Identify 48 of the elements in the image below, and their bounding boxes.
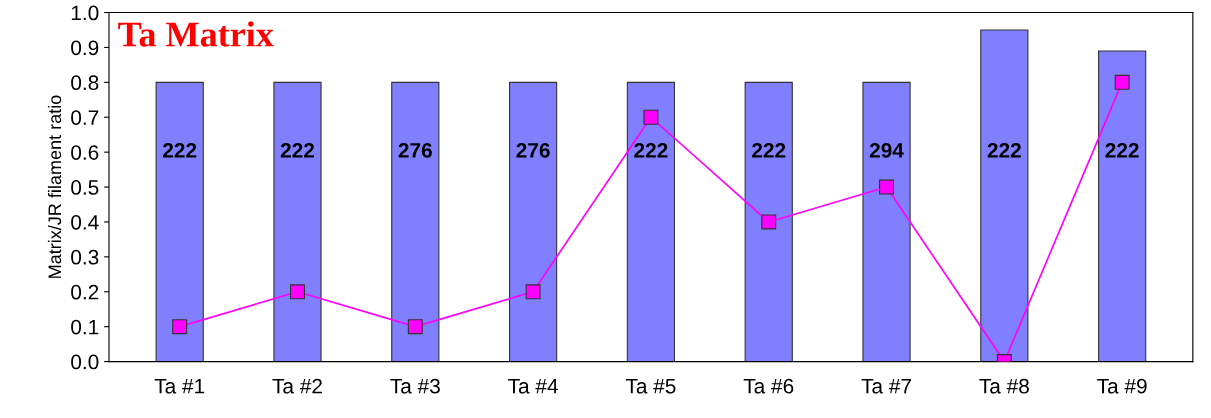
annotation: 222 xyxy=(634,142,668,158)
y-tick-label: 0.3 xyxy=(71,249,99,265)
bar xyxy=(1098,50,1147,362)
y-tick-label: 0.5 xyxy=(71,180,99,195)
y-axis-title: Matrix/JR filament ratio xyxy=(47,95,62,278)
x-tick-label: Ta #6 xyxy=(743,378,794,394)
y-tick-label: 0.2 xyxy=(71,284,99,300)
point xyxy=(172,319,188,335)
bar xyxy=(980,29,1029,362)
x-tick-label: Ta #7 xyxy=(861,379,911,394)
annotation: 294 xyxy=(869,142,904,158)
x-tick-label: Ta #4 xyxy=(508,379,558,394)
bar xyxy=(508,81,558,362)
y-tick-label: 1.0 xyxy=(71,5,99,21)
point xyxy=(407,319,423,335)
y-tick-label: 0.8 xyxy=(71,75,99,91)
point xyxy=(643,109,659,125)
x-tick-label: Ta #8 xyxy=(979,378,1029,394)
annotation: 222 xyxy=(163,142,197,158)
x-tick-label: Ta #3 xyxy=(390,378,440,394)
annotation: 276 xyxy=(398,142,432,158)
chart-title: Ta Matrix xyxy=(118,21,274,47)
y-tick-label: 0.6 xyxy=(71,145,99,160)
bar xyxy=(391,81,440,362)
point xyxy=(1114,74,1130,90)
y-tick-label: 0.7 xyxy=(71,110,99,125)
bar xyxy=(626,81,676,362)
annotation: 222 xyxy=(987,142,1021,158)
point xyxy=(289,284,305,300)
annotation: 222 xyxy=(752,142,786,158)
bar xyxy=(155,81,204,362)
x-tick-label: Ta #2 xyxy=(272,378,322,394)
x-tick-label: Ta #1 xyxy=(154,379,205,394)
bar xyxy=(273,81,322,362)
bar xyxy=(744,81,793,362)
point xyxy=(879,179,895,195)
point xyxy=(761,214,777,230)
bar xyxy=(862,81,911,362)
y-tick-label: 0.0 xyxy=(71,354,99,370)
x-tick-label: Ta #5 xyxy=(625,379,676,394)
annotation: 222 xyxy=(1105,142,1139,158)
point xyxy=(525,284,541,300)
y-tick-label: 0.9 xyxy=(71,40,99,56)
annotation: 222 xyxy=(280,142,315,158)
y-tick-label: 0.1 xyxy=(71,319,99,335)
x-tick-label: Ta #9 xyxy=(1097,378,1147,394)
annotation: 276 xyxy=(516,142,550,158)
y-tick-label: 0.4 xyxy=(71,214,99,230)
